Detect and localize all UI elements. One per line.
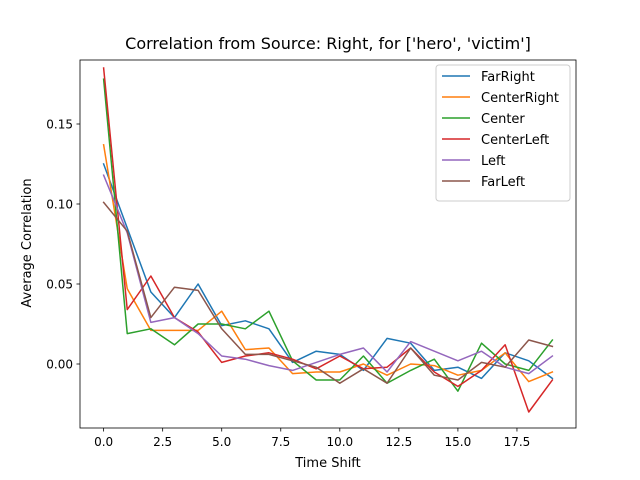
series-line-center: [102, 78, 554, 392]
x-tick-label: 15.0: [445, 435, 472, 449]
x-tick-label: 2.5: [153, 435, 172, 449]
y-tick-label: 0.00: [46, 358, 73, 372]
series-line-centerright: [102, 143, 554, 383]
x-tick-label: 5.0: [212, 435, 231, 449]
legend-label-centerright: CenterRight: [481, 91, 559, 106]
plot-area: 0.0 2.5 5.0 7.5 10.0 12.5 15.0 17.5 0.00 0.05 0.10…: [46, 59, 577, 449]
series-line-left: [102, 174, 554, 375]
legend-label-center: Center: [481, 112, 525, 127]
y-tick-label: 0.10: [46, 198, 73, 212]
axes-frame: [79, 59, 577, 429]
chart-title: Correlation from Source: Right, for ['he…: [125, 34, 531, 53]
x-tick-label: 7.5: [271, 435, 290, 449]
x-tick-label: 10.0: [326, 435, 353, 449]
series-line-farleft: [102, 201, 554, 384]
legend-label-left: Left: [481, 154, 505, 169]
legend-box: [435, 64, 571, 202]
y-tick-label: 0.15: [46, 118, 73, 132]
x-tick-label: 12.5: [385, 435, 412, 449]
legend-label-centerleft: CenterLeft: [481, 133, 549, 148]
legend-label-farleft: FarLeft: [481, 175, 525, 190]
x-tick-label: 17.5: [504, 435, 531, 449]
x-tick-label: 0.0: [94, 435, 113, 449]
x-axis-label: Time Shift: [294, 456, 361, 471]
legend: FarRight CenterRight Center CenterLeft Left F…: [435, 64, 571, 202]
y-axis-label: Average Correlation: [20, 178, 35, 307]
series-line-farright: [102, 163, 554, 380]
y-tick-label: 0.05: [46, 278, 73, 292]
legend-label-farright: FarRight: [481, 70, 535, 85]
